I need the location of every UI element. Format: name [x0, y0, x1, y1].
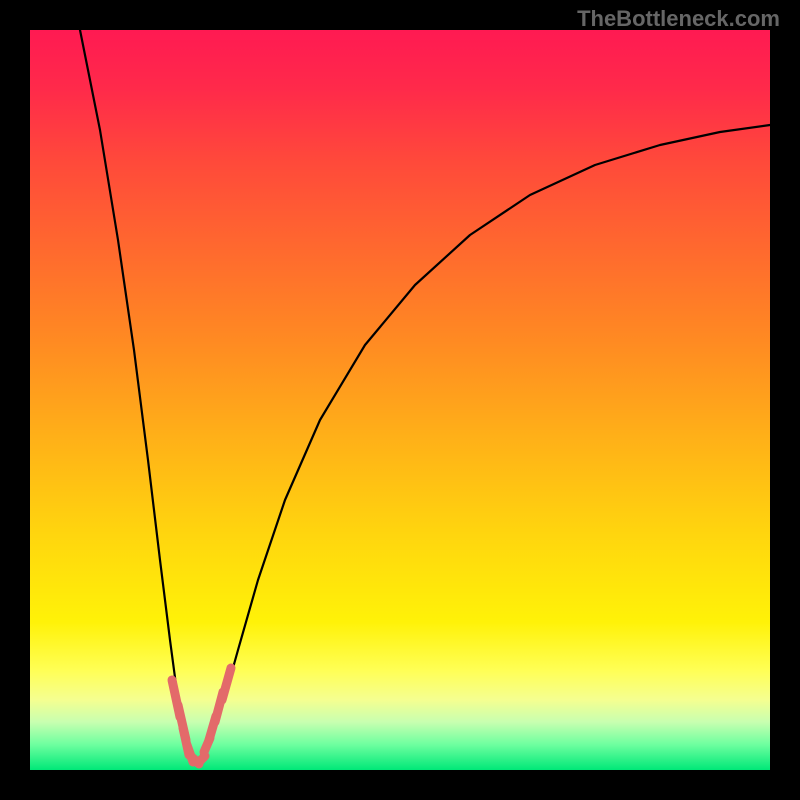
- chart-stage: TheBottleneck.com: [0, 0, 800, 800]
- gradient-background: [30, 30, 770, 770]
- watermark-text: TheBottleneck.com: [577, 6, 780, 32]
